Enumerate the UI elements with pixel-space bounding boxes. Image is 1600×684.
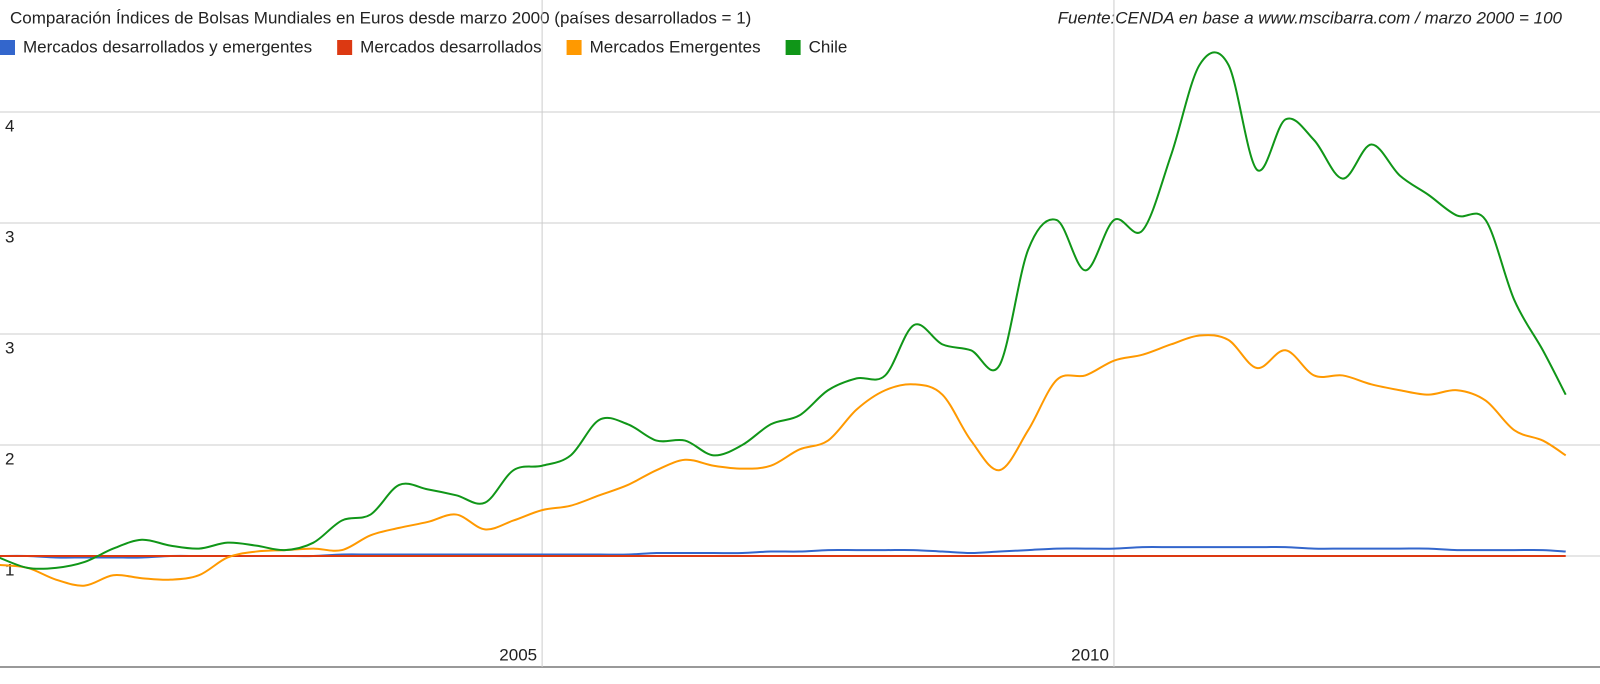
legend-swatch bbox=[785, 40, 801, 55]
legend-label: Mercados Emergentes bbox=[590, 37, 761, 56]
source-note: Fuente:CENDA en base a www.mscibarra.com… bbox=[1058, 8, 1563, 27]
y-tick-label: 2 bbox=[5, 449, 14, 468]
y-tick-label: 4 bbox=[5, 116, 14, 135]
y-tick-label: 1 bbox=[5, 560, 14, 579]
x-tick-label: 2010 bbox=[1071, 645, 1109, 664]
series-line bbox=[0, 334, 1567, 587]
legend-swatch bbox=[337, 40, 353, 55]
chart-title: Comparación Índices de Bolsas Mundiales … bbox=[10, 8, 751, 27]
legend-swatch bbox=[0, 40, 15, 55]
legend-label: Chile bbox=[809, 37, 848, 56]
y-tick-label: 3 bbox=[5, 338, 14, 357]
legend-label: Mercados desarrollados bbox=[360, 37, 541, 56]
y-tick-label: 3 bbox=[5, 227, 14, 246]
x-tick-label: 2005 bbox=[499, 645, 537, 664]
legend-swatch bbox=[566, 40, 582, 55]
series-line bbox=[0, 51, 1567, 570]
legend-label: Mercados desarrollados y emergentes bbox=[23, 37, 312, 56]
